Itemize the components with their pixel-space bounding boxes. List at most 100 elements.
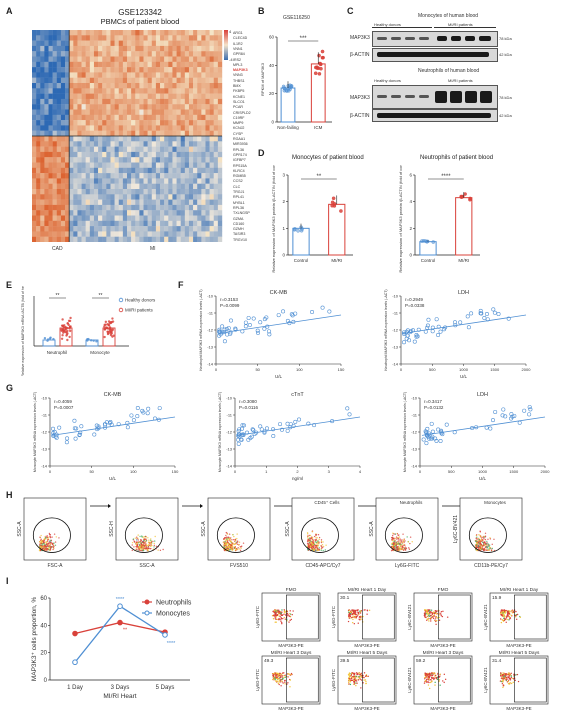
event-dot	[394, 537, 397, 540]
event-dot	[280, 618, 282, 620]
event-dot	[49, 535, 51, 537]
event-dot	[283, 613, 285, 615]
event-dot	[287, 614, 289, 616]
flow-plot-frame	[207, 497, 271, 561]
data-point	[315, 66, 319, 70]
event-dot	[232, 534, 234, 536]
event-dot	[276, 618, 278, 621]
y-axis-label: Neutrophil MAP3K3 mRNA expression levels…	[199, 289, 203, 370]
data-point	[431, 240, 436, 244]
flow-plot: SSC-A CD45-APC/Cy7 CD45⁺ Cells	[285, 497, 355, 569]
data-point	[291, 423, 296, 428]
flow-percentage: 39.5	[340, 658, 350, 664]
y-tick-label: 6	[409, 173, 412, 178]
event-dot	[318, 547, 320, 549]
data-point	[430, 429, 435, 434]
event-dot	[429, 681, 432, 684]
flow-sample-plot: MI/RI Heart 5 Days 31.4 Ly6C-BV421 MAP3K3-P…	[483, 650, 549, 710]
data-point	[228, 318, 233, 323]
event-dot	[353, 610, 355, 612]
event-dot	[486, 546, 489, 549]
event-dot	[48, 546, 50, 549]
scatter-p: P=0.0007	[54, 405, 74, 410]
data-point	[129, 413, 134, 418]
flow-x-label: MAP3K3-PE	[354, 706, 379, 710]
data-point	[256, 330, 261, 335]
flow-plot: Ly6C-BV421 CD11b-PE/Cy7 Monocytes	[453, 497, 523, 569]
event-dot	[489, 537, 491, 539]
event-dot	[354, 677, 357, 679]
data-point	[241, 423, 246, 428]
event-dot	[481, 537, 483, 539]
data-point	[479, 311, 484, 316]
event-dot	[514, 614, 517, 617]
event-dot	[308, 540, 310, 543]
event-dot	[46, 535, 49, 537]
event-dot	[508, 678, 511, 680]
event-dot	[150, 543, 152, 545]
scatter-title: cTnT	[291, 392, 304, 398]
event-dot	[311, 536, 314, 538]
data-point	[109, 329, 112, 332]
event-dot	[306, 549, 309, 551]
bar	[280, 87, 296, 123]
event-dot	[284, 681, 286, 683]
event-dot	[438, 679, 441, 681]
event-dot	[348, 679, 350, 681]
data-point	[430, 329, 435, 334]
event-dot	[434, 619, 436, 621]
event-dot	[290, 672, 293, 675]
event-dot	[47, 543, 49, 545]
event-dot	[275, 680, 277, 683]
event-dot	[478, 543, 480, 545]
x-tick-label: 150	[338, 367, 345, 372]
event-dot	[425, 611, 428, 613]
data-point	[423, 239, 428, 243]
data-point	[478, 308, 483, 313]
event-dot	[277, 682, 280, 685]
event-dot	[224, 541, 226, 543]
gene-label: THBS1	[233, 78, 245, 83]
event-dot	[274, 675, 277, 677]
data-point	[424, 430, 429, 435]
flow-y-label: SSC-A	[201, 521, 207, 537]
event-dot	[39, 543, 41, 546]
event-dot	[477, 541, 480, 543]
event-dot	[368, 609, 371, 611]
flow-y-label: Ly6C-BV421	[407, 604, 412, 630]
event-dot	[283, 611, 286, 613]
event-dot	[236, 537, 238, 540]
gene-label: C19RF	[233, 115, 245, 120]
flow-gate	[362, 594, 395, 640]
event-dot	[396, 538, 398, 540]
event-dot	[428, 620, 430, 622]
event-dot	[280, 620, 282, 622]
event-dot	[227, 546, 230, 548]
chart-d-left: 3 2 1 0 Control MI/RI ** Relative expression of…	[271, 165, 353, 273]
event-dot	[290, 673, 292, 676]
event-dot	[231, 549, 234, 551]
event-dot	[499, 618, 502, 620]
scatter-r: r=0.3153	[220, 297, 238, 302]
event-dot	[504, 677, 507, 679]
event-dot	[401, 541, 404, 544]
gene-label: GZMH	[233, 227, 244, 232]
event-dot	[149, 542, 151, 544]
data-point	[95, 340, 98, 343]
data-point	[54, 435, 59, 440]
data-point	[490, 418, 495, 423]
y-tick-label: -13	[207, 345, 214, 350]
event-dot	[507, 672, 510, 674]
event-dot	[408, 547, 410, 549]
x-tick-label: 0	[49, 469, 52, 474]
event-dot	[477, 537, 480, 540]
event-dot	[231, 542, 233, 544]
event-dot	[501, 683, 504, 685]
event-dot	[53, 545, 55, 548]
event-dot	[279, 612, 282, 614]
event-dot	[396, 533, 399, 535]
data-point	[52, 430, 57, 435]
y-tick-label: -11	[412, 413, 418, 418]
event-dot	[283, 674, 285, 677]
event-dot	[488, 544, 491, 546]
